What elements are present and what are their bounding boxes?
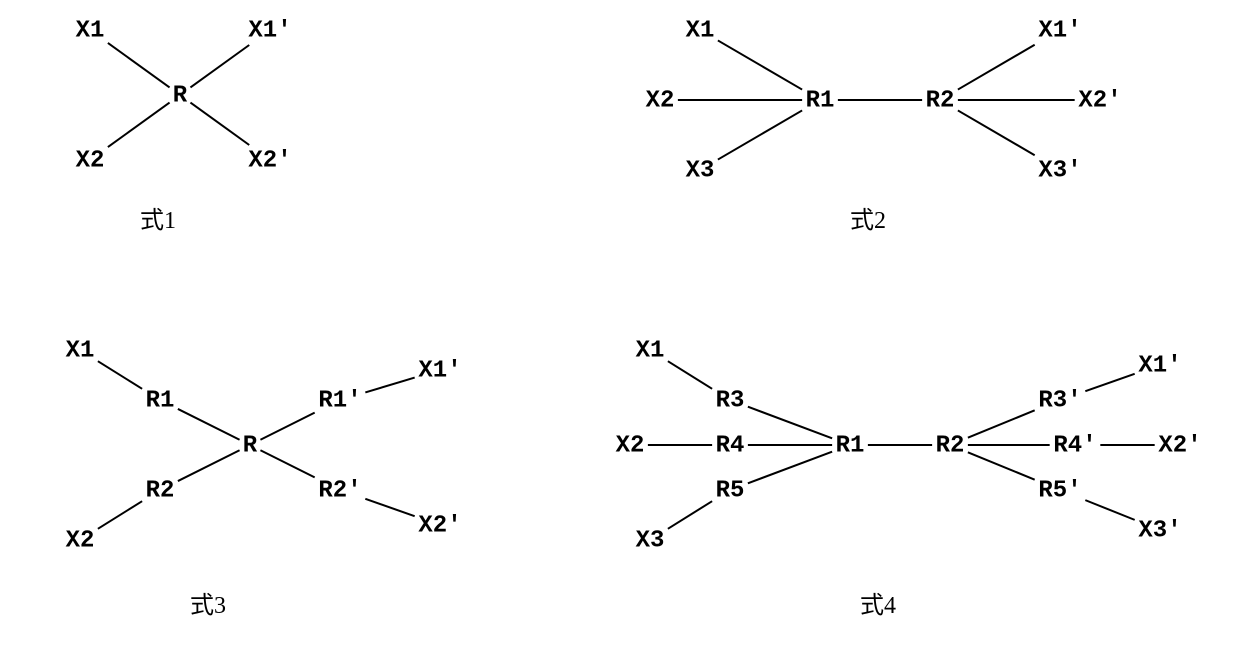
- formula4-node-R4: R4: [716, 432, 745, 459]
- formula3-caption: 式3: [190, 585, 226, 620]
- formula2-node-X3: X3: [686, 157, 715, 184]
- formula3-node-X2p: X2': [418, 512, 461, 539]
- formula2-edge: [958, 45, 1035, 90]
- formula4-edge: [968, 410, 1035, 437]
- formula3-edge: [365, 499, 414, 516]
- formula4-node-R4p: R4': [1053, 432, 1096, 459]
- formula4-node-R2: R2: [936, 432, 965, 459]
- formula3-edge: [98, 361, 142, 389]
- formula1-edge: [108, 43, 170, 88]
- formula1-node-X2p: X2': [248, 147, 291, 174]
- formula1-edge: [190, 45, 249, 87]
- formula1-edge: [190, 103, 249, 145]
- formula4-edge: [748, 452, 832, 484]
- formula2-node-X1: X1: [686, 17, 715, 44]
- formula3-diagram: X1 R1 X2 R2 R R1' X1' R2' X2': [30, 330, 490, 560]
- formula1-diagram: R X1 X2 X1' X2': [30, 10, 330, 180]
- canvas: R X1 X2 X1' X2' 式1 X1 X2 X3 R1 R2 X1' X2' X3' 式2 X1…: [0, 0, 1240, 658]
- formula3-node-R1p: R1': [318, 387, 361, 414]
- formula3-node-R2: R2: [146, 477, 175, 504]
- formula4-edge: [668, 501, 712, 529]
- formula2-edge: [718, 40, 802, 89]
- formula4-node-X3: X3: [636, 527, 665, 554]
- formula4-node-R3p: R3': [1038, 387, 1081, 414]
- formula4-edge: [1085, 500, 1134, 520]
- formula3-edge: [98, 501, 142, 529]
- formula4-node-R5p: R5': [1038, 477, 1081, 504]
- formula2-node-X2p: X2': [1078, 87, 1121, 114]
- formula4-node-X3p: X3': [1138, 517, 1181, 544]
- formula2-node-X1p: X1': [1038, 17, 1081, 44]
- formula4-caption: 式4: [860, 585, 896, 620]
- formula3-node-X1: X1: [66, 337, 95, 364]
- formula1-node-R: R: [173, 82, 188, 109]
- formula4-node-X1p: X1': [1138, 352, 1181, 379]
- formula1-node-X1: X1: [76, 17, 105, 44]
- formula2-diagram: X1 X2 X3 R1 R2 X1' X2' X3': [620, 10, 1140, 190]
- formula3-edge: [178, 409, 240, 440]
- formula4-edge: [1085, 374, 1134, 391]
- formula3-edge: [260, 413, 314, 440]
- formula4-node-R1: R1: [836, 432, 865, 459]
- formula3-node-R2p: R2': [318, 477, 361, 504]
- formula3-edge: [365, 378, 414, 393]
- formula4-node-X1: X1: [636, 337, 665, 364]
- formula1-edge: [108, 103, 170, 148]
- formula2-node-R2: R2: [926, 87, 955, 114]
- formula2-edge: [958, 110, 1035, 155]
- formula4-edge: [668, 361, 712, 389]
- formula1-caption: 式1: [140, 200, 176, 235]
- formula3-edge: [260, 450, 314, 477]
- formula4-node-X2: X2: [616, 432, 645, 459]
- formula4-node-R5: R5: [716, 477, 745, 504]
- formula4-node-X2p: X2': [1158, 432, 1201, 459]
- formula3-node-R1: R1: [146, 387, 175, 414]
- formula3-node-X1p: X1': [418, 357, 461, 384]
- formula3-node-R: R: [243, 432, 258, 459]
- formula2-node-X3p: X3': [1038, 157, 1081, 184]
- formula2-caption: 式2: [850, 200, 886, 235]
- formula2-node-X2: X2: [646, 87, 675, 114]
- formula2-node-R1: R1: [806, 87, 835, 114]
- formula4-node-R3: R3: [716, 387, 745, 414]
- formula2-edge: [718, 110, 802, 159]
- formula3-node-X2: X2: [66, 527, 95, 554]
- formula4-diagram: X1 R3 X2 R4 X3 R5 R1 R2 R3' X1' R4' X2' R5' X3': [580, 330, 1220, 560]
- formula1-node-X1p: X1': [248, 17, 291, 44]
- formula1-node-X2: X2: [76, 147, 105, 174]
- formula3-edge: [178, 450, 240, 481]
- formula4-edge: [748, 407, 832, 439]
- formula4-edge: [968, 452, 1035, 479]
